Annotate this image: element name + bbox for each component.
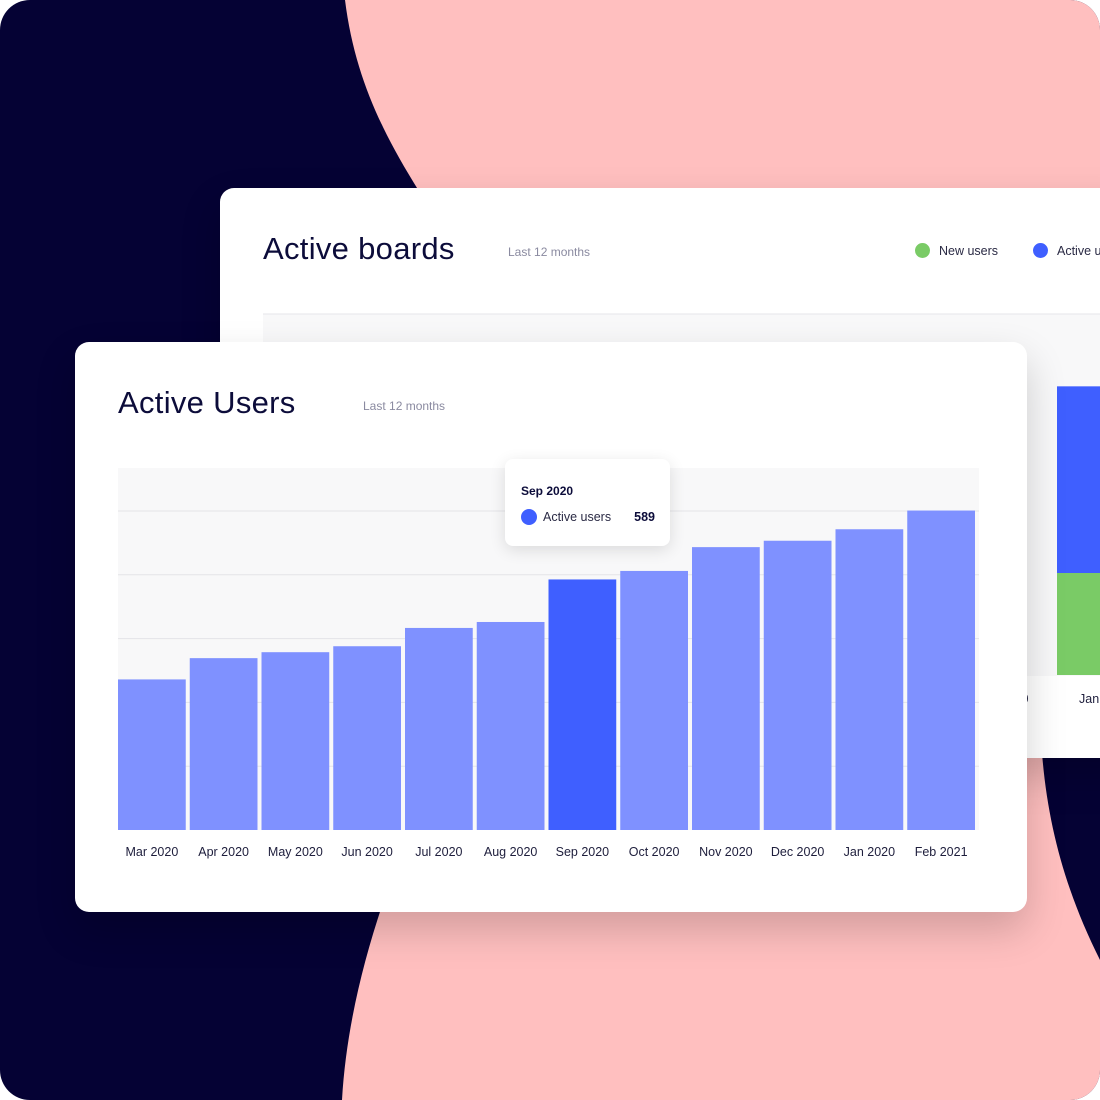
bar-feb-2021[interactable] [907, 510, 975, 830]
bar-sep-2020[interactable] [548, 579, 617, 830]
x-tick-label: Oct 2020 [629, 845, 680, 859]
stacked-bar-new-users[interactable] [1057, 573, 1100, 675]
x-tick-label: Sep 2020 [556, 845, 610, 859]
active-users-chart: Mar 2020 Apr 2020 May 2020 Jun 2020 Jul 2020… [118, 468, 979, 859]
active-users-subtitle: Last 12 months [363, 399, 446, 413]
tooltip-value: 589 [634, 510, 655, 524]
tooltip-row: Active users 589 [521, 509, 655, 525]
bar-aug-2020[interactable] [476, 621, 545, 830]
bar-nov-2020[interactable] [692, 547, 760, 830]
legend-label: New users [939, 243, 999, 258]
x-tick-label: Aug 2020 [484, 845, 538, 859]
active-users-card: Active Users Last 12 months Mar 2020 Apr … [75, 342, 1027, 912]
stacked-bar-active-users[interactable] [1057, 386, 1100, 573]
bar-jan-2020[interactable] [835, 529, 904, 830]
tooltip-series-dot [521, 509, 537, 525]
active-boards-subtitle: Last 12 months [508, 245, 591, 259]
legend-active-users[interactable]: Active u [1033, 243, 1100, 258]
x-tick-label: Mar 2020 [125, 845, 178, 859]
legend-dot [1033, 243, 1048, 258]
legend-label: Active u [1057, 243, 1100, 258]
tooltip-title: Sep 2020 [521, 484, 574, 498]
x-tick-label: May 2020 [268, 845, 323, 859]
x-tick-label: Dec 2020 [771, 845, 825, 859]
bar-dec-2020[interactable] [763, 540, 832, 830]
x-tick-label: Jun 2020 [341, 845, 392, 859]
bar-jun-2020[interactable] [333, 646, 401, 830]
bar-jul-2020[interactable] [405, 627, 473, 830]
legend-dot [915, 243, 930, 258]
bar-may-2020[interactable] [261, 652, 330, 830]
active-users-title: Active Users [118, 385, 296, 420]
x-tick-label: Feb 2021 [915, 845, 968, 859]
bar-apr-2020[interactable] [189, 658, 258, 830]
bar-mar-2020[interactable] [118, 679, 186, 830]
x-tick-label: Jul 2020 [415, 845, 462, 859]
tooltip: Sep 2020 Active users 589 [505, 459, 670, 546]
bar-oct-2020[interactable] [620, 570, 688, 830]
x-tick-label: Jan 2020 [844, 845, 895, 859]
active-boards-title: Active boards [263, 231, 455, 266]
x-tick-label: Jan 20 [1079, 692, 1100, 706]
x-tick-label: Nov 2020 [699, 845, 753, 859]
tooltip-series-label: Active users [543, 510, 612, 524]
legend-new-users[interactable]: New users [915, 243, 998, 258]
x-tick-label: Apr 2020 [198, 845, 249, 859]
